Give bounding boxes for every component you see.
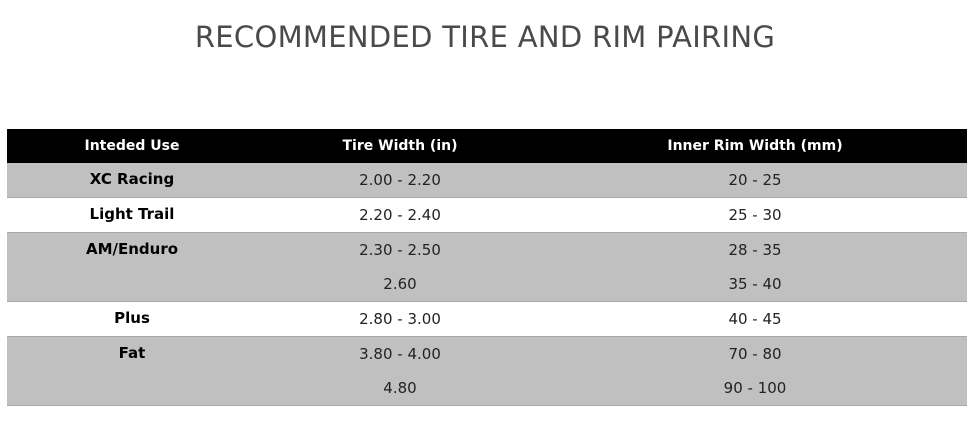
table-row: 2.60 35 - 40 (7, 267, 967, 302)
header-intended-use: Inteded Use (7, 129, 257, 163)
table-header-row: Inteded Use Tire Width (in) Inner Rim Wi… (7, 129, 967, 163)
cell-rim: 35 - 40 (543, 267, 967, 302)
header-tire-width: Tire Width (in) (257, 129, 543, 163)
cell-rim: 25 - 30 (728, 206, 782, 224)
cell-rim: 70 - 80 (543, 336, 967, 371)
cell-use: Light Trail (89, 205, 175, 223)
cell-use: Fat (7, 336, 257, 371)
cell-use: XC Racing (7, 163, 257, 198)
cell-rim: 28 - 35 (543, 232, 967, 267)
table-row: Plus 2.80 - 3.00 40 - 45 (7, 302, 967, 337)
tire-rim-table: Inteded Use Tire Width (in) Inner Rim Wi… (7, 129, 967, 406)
cell-tire: 2.00 - 2.20 (257, 163, 543, 198)
cell-use: Plus (114, 309, 150, 327)
cell-tire: 2.20 - 2.40 (359, 206, 441, 224)
table-row: Fat 3.80 - 4.00 70 - 80 (7, 336, 967, 371)
cell-use (7, 371, 257, 406)
cell-tire: 2.30 - 2.50 (257, 232, 543, 267)
page-title: RECOMMENDED TIRE AND RIM PAIRING (194, 20, 776, 54)
cell-tire: 2.80 - 3.00 (359, 310, 441, 328)
table-row: AM/Enduro 2.30 - 2.50 28 - 35 (7, 232, 967, 267)
cell-rim: 20 - 25 (543, 163, 967, 198)
table-row: 4.80 90 - 100 (7, 371, 967, 406)
header-rim-width: Inner Rim Width (mm) (543, 129, 967, 163)
cell-rim: 40 - 45 (728, 310, 782, 328)
cell-tire: 2.60 (257, 267, 543, 302)
cell-tire: 3.80 - 4.00 (257, 336, 543, 371)
cell-tire: 4.80 (257, 371, 543, 406)
cell-rim: 90 - 100 (543, 371, 967, 406)
table-row: XC Racing 2.00 - 2.20 20 - 25 (7, 163, 967, 198)
cell-use: AM/Enduro (7, 232, 257, 267)
table-row: Light Trail 2.20 - 2.40 25 - 30 (7, 198, 967, 233)
cell-use (7, 267, 257, 302)
